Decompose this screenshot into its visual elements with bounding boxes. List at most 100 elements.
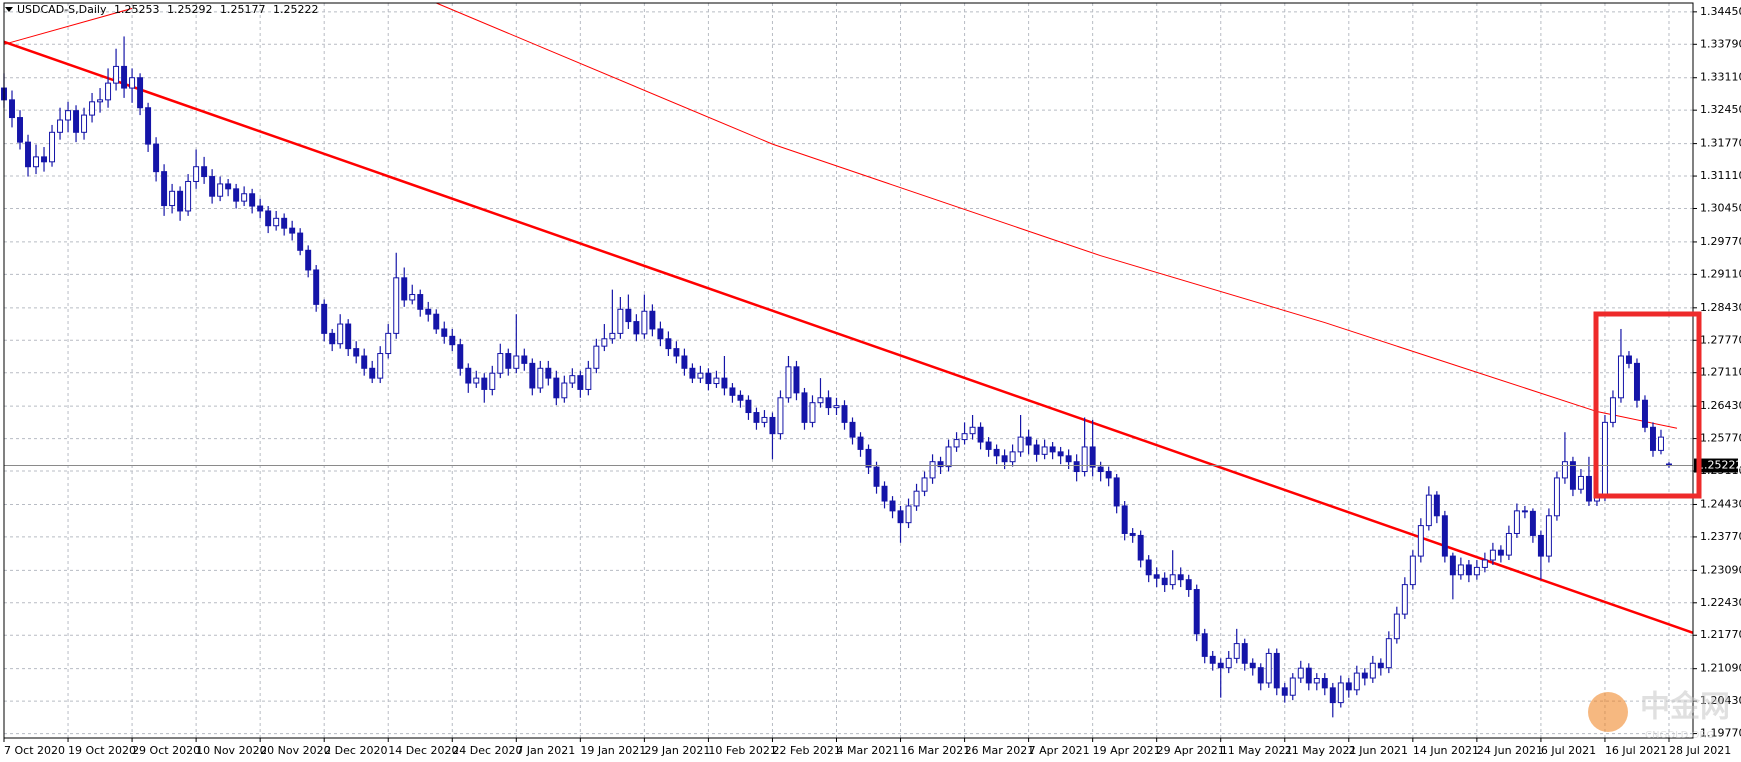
y-tick-label: 1.27110 <box>1700 366 1741 379</box>
candle-body <box>537 367 544 389</box>
candle-body <box>817 397 824 404</box>
candle-body <box>329 332 336 345</box>
candle-body <box>65 110 72 121</box>
watermark-sub: CNGOLD.ORG <box>1645 730 1714 741</box>
candle-body <box>1657 436 1664 451</box>
candle-body <box>305 249 312 271</box>
x-tick-label: 22 Feb 2021 <box>772 744 840 757</box>
candle-body <box>737 394 744 401</box>
candle-body <box>209 176 216 197</box>
trendline <box>3 7 133 45</box>
candle-body <box>49 131 56 163</box>
candle-body <box>1057 451 1064 457</box>
candle-body <box>961 433 968 441</box>
candle-body <box>1337 682 1344 704</box>
candle-body <box>345 323 352 350</box>
candle-body <box>1577 475 1584 490</box>
candle-body <box>1417 525 1424 557</box>
candle-body <box>353 348 360 357</box>
current-price-label: 1.25222 <box>1697 459 1741 472</box>
candle-body <box>1089 446 1096 468</box>
x-tick-label: 7 Oct 2020 <box>4 744 65 757</box>
candle-body <box>577 375 584 390</box>
candle-body <box>1401 584 1408 615</box>
candle-body <box>1569 461 1576 490</box>
candle-body <box>265 210 272 227</box>
candle-body <box>1433 494 1440 517</box>
candle-body <box>505 353 512 369</box>
x-tick-label: 19 Apr 2021 <box>1093 744 1161 757</box>
candle-body <box>1649 426 1656 451</box>
candle-body <box>137 77 144 109</box>
candle-body <box>1025 436 1032 446</box>
x-tick-label: 6 Jul 2021 <box>1541 744 1596 757</box>
x-tick-label: 20 Nov 2020 <box>260 744 330 757</box>
candle-body <box>233 188 240 202</box>
x-tick-label: 2 Jun 2021 <box>1349 744 1408 757</box>
candle-body <box>465 367 472 384</box>
candle-body <box>1617 355 1624 399</box>
candle-body <box>633 321 640 335</box>
candle-body <box>281 217 288 229</box>
candle-body <box>585 367 592 390</box>
watermark-text: 中金网 <box>1640 690 1730 725</box>
candle-body <box>449 335 456 346</box>
x-tick-label: 16 Jul 2021 <box>1605 744 1667 757</box>
y-tick-label: 1.22430 <box>1700 596 1741 609</box>
candle-body <box>649 310 656 330</box>
candle-body <box>945 446 952 468</box>
y-tick-label: 1.29770 <box>1700 235 1741 248</box>
x-tick-label: 19 Oct 2020 <box>68 744 136 757</box>
x-tick-label: 14 Dec 2020 <box>388 744 458 757</box>
candle-body <box>177 190 184 212</box>
candle-body <box>1641 399 1648 428</box>
candle-body <box>785 366 792 399</box>
candle-body <box>889 500 896 512</box>
candle-body <box>761 416 768 423</box>
candle-body <box>1169 574 1176 586</box>
candle-body <box>1113 477 1120 507</box>
candle-body <box>201 166 208 178</box>
candle-body <box>873 466 880 487</box>
candle-body <box>217 183 224 197</box>
candle-body <box>665 338 672 350</box>
candle-body <box>1513 510 1520 534</box>
candle-body <box>1409 555 1416 586</box>
candle-body <box>41 156 48 163</box>
candle-body <box>1361 672 1368 679</box>
y-tick-label: 1.23090 <box>1700 563 1741 576</box>
candle-body <box>777 397 784 435</box>
candle-body <box>1521 510 1528 513</box>
candle-body <box>297 232 304 251</box>
candle-body <box>73 110 80 133</box>
candle-body <box>1449 555 1456 576</box>
candle-body <box>153 143 160 173</box>
candle-body <box>361 355 368 369</box>
y-tick-label: 1.28430 <box>1700 301 1741 314</box>
candle-body <box>521 355 528 364</box>
y-tick-label: 1.21090 <box>1700 662 1741 675</box>
candle-body <box>1161 577 1168 586</box>
candle-body <box>9 99 15 119</box>
x-tick-label: 7 Apr 2021 <box>1029 744 1090 757</box>
candle-body <box>33 156 40 168</box>
candle-body <box>825 397 832 409</box>
x-tick-label: 7 Jan 2021 <box>516 744 575 757</box>
candle-body <box>1233 643 1240 659</box>
candle-body <box>513 355 520 369</box>
candle-body <box>1273 652 1280 689</box>
candle-body <box>1017 436 1024 453</box>
candle-body <box>1281 687 1288 696</box>
candle-body <box>1041 446 1048 455</box>
candle-body <box>249 193 256 207</box>
candle-body <box>417 294 424 310</box>
x-tick-label: 10 Feb 2021 <box>708 744 776 757</box>
candle-body <box>657 328 664 340</box>
quote-open: 1.25253 <box>114 3 160 16</box>
highlight-box <box>1593 311 1702 499</box>
candle-body <box>1601 421 1608 497</box>
candle-body <box>625 308 632 323</box>
candle-body <box>457 344 464 369</box>
candle-body <box>545 367 552 379</box>
candle-body <box>409 294 416 301</box>
